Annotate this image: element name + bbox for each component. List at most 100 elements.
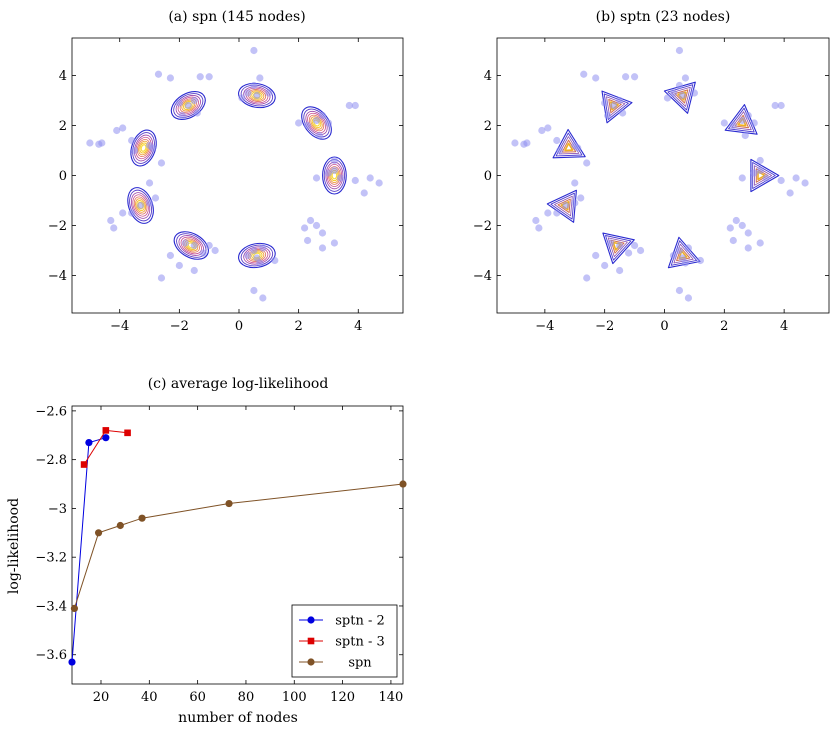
scatter-point [300, 224, 309, 232]
panel-b-scatter: (b) sptn (23 nodes) −4 −2 0 2 4 −4 −2 0 2 4 [473, 9, 830, 334]
scatter-point [265, 89, 273, 97]
scatter-point [175, 99, 183, 107]
scatter-point [675, 46, 684, 55]
contour-ring [243, 86, 271, 105]
scatter-point [675, 286, 684, 295]
data-point [225, 499, 233, 508]
scatter-point [148, 144, 157, 152]
scatter-point [154, 70, 163, 78]
scatter-point [538, 126, 546, 135]
scatter-point [684, 294, 693, 302]
panel-c-plot-area: 20 40 60 80 100 120 140 −3.6 −3.4 −3.2 −3 −2.8 −2.6 [35, 404, 407, 705]
scatter-point [250, 286, 258, 295]
panel-c-line-chart: (c) average log-likelihood number of nod… [6, 376, 407, 726]
panel-c-ylabel: log-likelihood [6, 498, 22, 594]
scatter-point [330, 156, 339, 165]
density-contours [127, 82, 347, 269]
scatter-point [375, 179, 383, 187]
scatter-point [732, 216, 740, 225]
contour-ring [728, 107, 755, 133]
scatter-point [738, 174, 746, 182]
scatter-point [678, 91, 687, 100]
scatter-point [544, 124, 552, 132]
plot-frame [71, 405, 404, 685]
scatter-point [351, 101, 359, 110]
y-tick-label: 2 [59, 119, 67, 134]
scatter-point [295, 119, 303, 127]
legend-label: sptn - 3 [335, 635, 385, 650]
scatter-point [729, 121, 737, 130]
data-point [116, 521, 124, 530]
y-tick-label: −2 [48, 219, 67, 234]
scatter-point [107, 216, 115, 225]
contour-ring [310, 116, 323, 130]
contour-ring [608, 99, 622, 114]
x-tick-label: 4 [354, 319, 362, 334]
x-tick-label: 60 [189, 690, 206, 705]
x-tick-label: 120 [330, 690, 355, 705]
contour-ring [750, 158, 780, 193]
x-tick-label: 80 [238, 690, 255, 705]
data-point [399, 480, 407, 488]
contour-ring [173, 93, 204, 118]
scatter-point [675, 81, 684, 90]
scatter-point [571, 199, 579, 207]
contour-ring [135, 198, 147, 213]
scatter-point [259, 244, 267, 252]
scatter-point [128, 209, 136, 217]
y-tick-label: −2 [473, 219, 492, 234]
data-point [70, 604, 79, 613]
scatter-point [556, 146, 564, 155]
scatter-point [256, 259, 264, 267]
contour-ring [557, 198, 571, 213]
y-tick-label: −2.8 [35, 453, 67, 468]
scatter-point [636, 246, 645, 255]
scatter-point [604, 111, 612, 120]
contour-ring [175, 95, 201, 116]
scatter-point [553, 136, 561, 145]
contour-ring [607, 237, 628, 258]
scatter-point [360, 189, 368, 197]
x-tick-label: 100 [282, 690, 307, 705]
contour-ring [674, 89, 689, 104]
panel-c-title: (c) average log-likelihood [148, 376, 329, 392]
scatter-point [113, 126, 121, 135]
scatter-point [592, 251, 600, 260]
scatter-point [681, 74, 690, 82]
scatter-point [771, 101, 779, 110]
scatter-point [303, 121, 312, 130]
scatter-point [244, 89, 252, 97]
scatter-point [175, 261, 183, 270]
data-point [68, 658, 76, 666]
legend-marker [307, 658, 315, 666]
scatter-point [345, 101, 353, 110]
contour-ring [605, 235, 632, 261]
scatter-point [250, 46, 258, 55]
scatter-point [250, 246, 258, 255]
scatter-point [336, 174, 344, 182]
scatter-point [119, 124, 127, 132]
scatter-point [583, 159, 591, 167]
contour-ring [308, 114, 325, 132]
contour-ring [251, 91, 263, 100]
scatter-point [726, 224, 734, 232]
contour-ring [603, 93, 629, 120]
contour-ring [138, 140, 150, 156]
scatter-point [128, 136, 136, 145]
scatter-point [601, 99, 609, 107]
contour-ring [564, 142, 574, 152]
x-tick-label: 0 [235, 319, 243, 334]
scatter-point [157, 274, 166, 282]
scatter-point [98, 139, 106, 147]
series-line [71, 437, 106, 663]
contour-ring [130, 129, 157, 167]
scatter-point [271, 256, 279, 265]
scatter-point [324, 119, 333, 127]
scatter-point [205, 73, 213, 81]
legend-label: sptn - 2 [335, 614, 385, 629]
contour-ring [173, 231, 209, 260]
scatter-point [756, 156, 764, 165]
scatter-point [178, 111, 186, 120]
scatter-point [145, 199, 154, 207]
panel-b-plot-area: −4 −2 0 2 4 −4 −2 0 2 4 [473, 37, 830, 334]
